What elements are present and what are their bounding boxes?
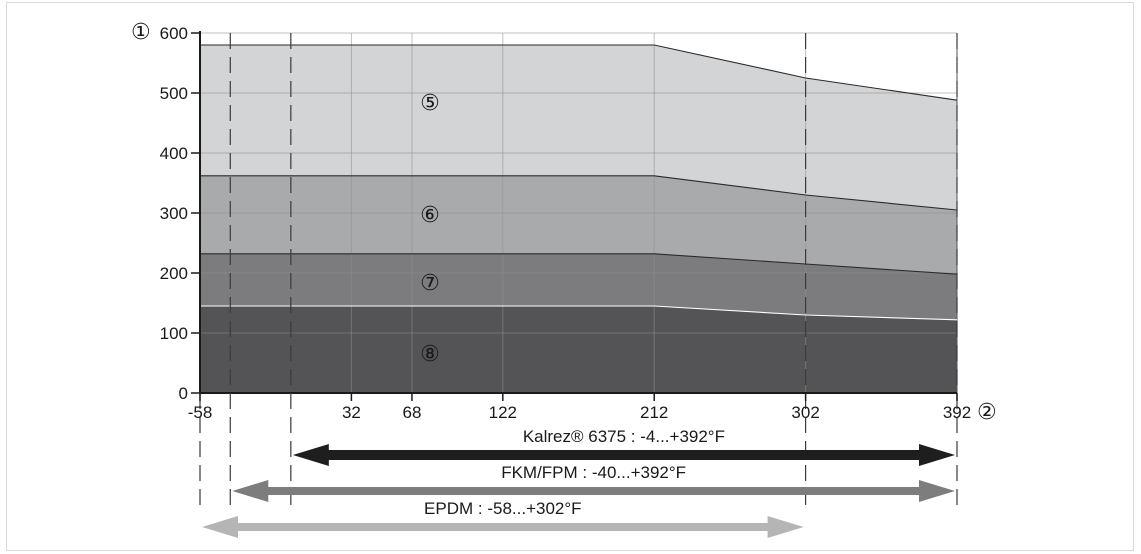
y-tick-label: 300: [160, 204, 188, 223]
y-tick-label: 200: [160, 264, 188, 283]
y-tick-label: 400: [160, 144, 188, 163]
y-tick-label: 0: [179, 384, 188, 403]
y-axis-marker: ①: [131, 19, 151, 44]
y-tick-label: 600: [160, 24, 188, 43]
y-tick-label: 100: [160, 324, 188, 343]
x-tick-label: 392: [943, 403, 971, 422]
range-arrow-3: [202, 516, 804, 538]
x-tick-label: -58: [188, 403, 213, 422]
figure-frame: [6, 2, 1134, 551]
range-label-2: FKM/FPM : -40...+392°F: [501, 463, 686, 482]
x-tick-label: 122: [489, 403, 517, 422]
boundary-series-3: [200, 253, 958, 275]
x-tick-label: 68: [402, 403, 421, 422]
x-tick-label: 212: [640, 403, 668, 422]
range-arrow-1: [292, 444, 956, 466]
range-label-1: Kalrez® 6375 : -4...+392°F: [523, 427, 725, 446]
boundary-series-1: [200, 44, 958, 101]
region-marker: ⑧: [420, 341, 440, 366]
region-marker: ⑦: [420, 270, 440, 295]
x-tick-label: 32: [342, 403, 361, 422]
area-series-4: [200, 306, 957, 393]
region-marker: ⑥: [420, 202, 440, 227]
y-tick-label: 500: [160, 84, 188, 103]
range-arrow-2: [232, 480, 955, 502]
region-marker: ⑤: [420, 90, 440, 115]
x-axis-marker: ②: [977, 399, 997, 424]
x-tick-label: 302: [791, 403, 819, 422]
boundary-series-2: [200, 175, 958, 211]
range-label-3: EPDM : -58...+302°F: [424, 499, 582, 518]
boundary-series-4: [200, 305, 958, 321]
